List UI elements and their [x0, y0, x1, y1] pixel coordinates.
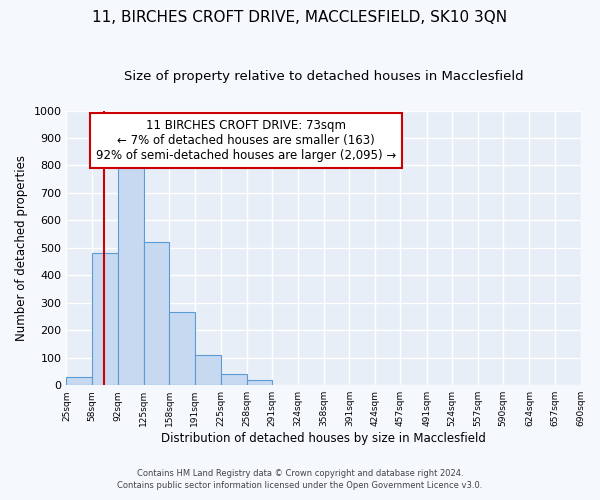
Bar — [118, 160, 144, 385]
Title: Size of property relative to detached houses in Macclesfield: Size of property relative to detached ho… — [124, 70, 523, 83]
Y-axis label: Number of detached properties: Number of detached properties — [15, 155, 28, 341]
Text: 11 BIRCHES CROFT DRIVE: 73sqm
← 7% of detached houses are smaller (163)
92% of s: 11 BIRCHES CROFT DRIVE: 73sqm ← 7% of de… — [96, 119, 397, 162]
Bar — [92, 254, 118, 385]
Bar — [221, 374, 247, 385]
Text: Contains HM Land Registry data © Crown copyright and database right 2024.
Contai: Contains HM Land Registry data © Crown c… — [118, 468, 482, 490]
X-axis label: Distribution of detached houses by size in Macclesfield: Distribution of detached houses by size … — [161, 432, 486, 445]
Bar — [67, 377, 92, 385]
Bar — [169, 312, 195, 385]
Bar — [247, 380, 272, 385]
Bar — [144, 242, 169, 385]
Text: 11, BIRCHES CROFT DRIVE, MACCLESFIELD, SK10 3QN: 11, BIRCHES CROFT DRIVE, MACCLESFIELD, S… — [92, 10, 508, 25]
Bar — [195, 355, 221, 385]
